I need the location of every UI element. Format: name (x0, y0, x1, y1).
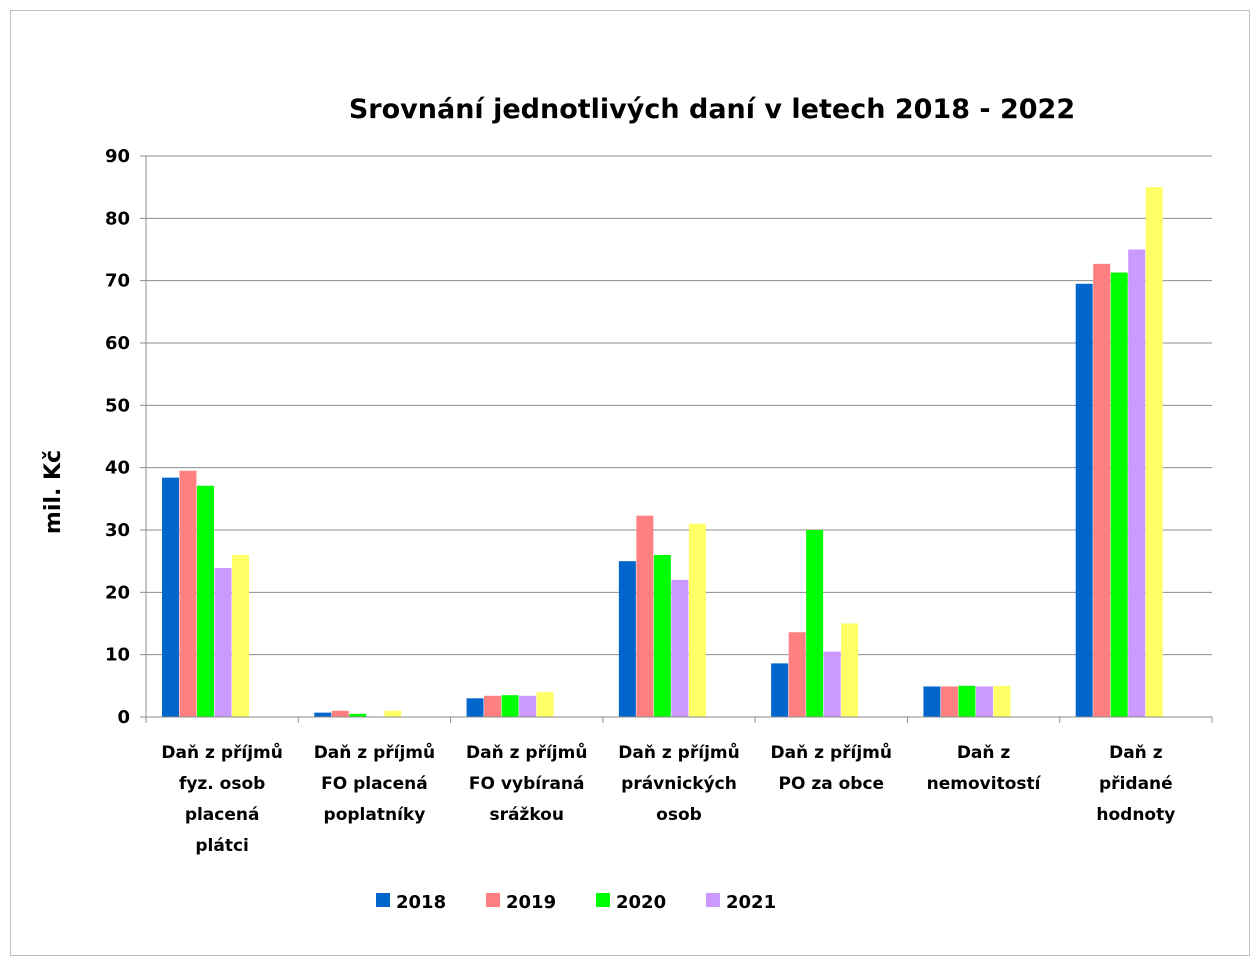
legend-label: 2021 (726, 892, 776, 913)
y-tick-label: 50 (105, 395, 130, 416)
x-category-label: FO placená (321, 774, 428, 794)
y-tick-label: 30 (105, 520, 130, 541)
x-category-label: fyz. osob (179, 774, 265, 794)
bar (384, 710, 402, 717)
bar (618, 561, 636, 717)
legend-swatch (376, 893, 390, 907)
x-category-label: plátci (195, 836, 249, 856)
bar (484, 695, 502, 717)
y-tick-label: 40 (105, 458, 130, 479)
bar (179, 470, 197, 717)
bar (466, 698, 484, 717)
bar (1145, 187, 1163, 717)
bar (958, 685, 976, 717)
chart-frame (10, 10, 1250, 956)
bar (940, 686, 958, 717)
bar (519, 695, 537, 717)
x-category-label: placená (185, 805, 260, 825)
x-category-label: nemovitostí (927, 774, 1042, 794)
y-tick-label: 10 (105, 645, 130, 666)
y-tick-label: 70 (105, 271, 130, 292)
bar (841, 623, 859, 717)
legend: 2018 2019 2020 2021 (376, 892, 776, 913)
legend-label: 2020 (616, 892, 666, 913)
bar (975, 686, 993, 717)
bar (349, 713, 367, 717)
bar (162, 477, 179, 717)
bar (331, 710, 349, 717)
bar (232, 554, 249, 717)
x-category-label: PO za obce (778, 774, 884, 794)
bar (536, 692, 554, 717)
legend-swatch (486, 893, 500, 907)
x-category-label: Daň z příjmů (618, 741, 739, 763)
y-tick-label: 80 (105, 208, 130, 229)
bar (1110, 272, 1128, 717)
x-category-label: Daň z příjmů (314, 741, 435, 763)
bars (162, 187, 1163, 717)
x-category-label: Daň z příjmů (161, 741, 282, 763)
bar (197, 485, 214, 717)
bar (806, 530, 824, 717)
x-category-label: FO vybíraná (469, 774, 585, 794)
bar (636, 515, 654, 717)
x-category-labels: Daň z příjmů fyz. osob placená plátci Daň z … (161, 741, 1175, 856)
axes (140, 155, 1213, 723)
x-category-label: osob (656, 805, 702, 825)
x-category-label: Daň z příjmů (771, 741, 892, 763)
bar (1075, 283, 1093, 717)
legend-label: 2019 (506, 892, 556, 913)
x-category-label: právnických (621, 774, 737, 794)
bar (214, 568, 232, 717)
chart-title: Srovnání jednotlivých daní v letech 2018… (349, 94, 1075, 125)
bar (671, 579, 689, 717)
x-category-label: hodnoty (1096, 805, 1175, 825)
bar (1128, 249, 1146, 717)
bar (1093, 263, 1111, 717)
x-category-label: Daň z (957, 743, 1011, 763)
y-axis-label: mil. Kč (41, 450, 66, 534)
legend-swatch (596, 893, 610, 907)
bar (314, 712, 332, 717)
x-category-label: srážkou (489, 805, 564, 825)
bar (993, 685, 1011, 717)
y-tick-label: 90 (105, 146, 130, 167)
legend-swatch (706, 893, 720, 907)
x-category-label: poplatníky (324, 805, 426, 825)
bar (501, 695, 519, 717)
bar (788, 632, 806, 717)
x-category-label: Daň z (1109, 743, 1163, 763)
legend-label: 2018 (396, 892, 446, 913)
y-tick-labels: 0 10 20 30 40 50 60 70 80 90 (105, 146, 130, 728)
bar (823, 651, 841, 717)
y-tick-label: 20 (105, 582, 130, 603)
x-category-label: přidané (1099, 774, 1173, 794)
gridlines (146, 155, 1212, 656)
bar (923, 686, 941, 717)
x-category-label: Daň z příjmů (466, 741, 587, 763)
bar (688, 523, 706, 717)
bar (771, 663, 789, 717)
y-tick-label: 0 (117, 707, 130, 728)
bar (653, 554, 671, 717)
y-tick-label: 60 (105, 333, 130, 354)
